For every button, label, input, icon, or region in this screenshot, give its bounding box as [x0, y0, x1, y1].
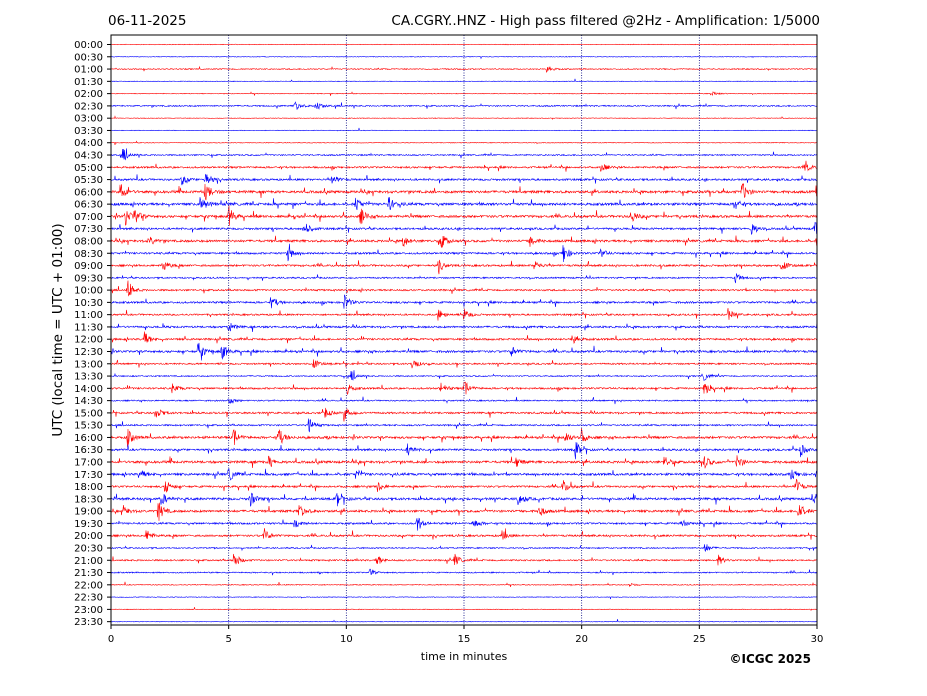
x-tick-label: 5: [225, 634, 231, 645]
y-tick-label: 03:30: [74, 126, 103, 137]
y-tick-label: 18:00: [74, 482, 103, 493]
trace-17:00: [110, 455, 818, 469]
y-tick-label: 15:30: [74, 421, 103, 432]
y-tick-label: 22:00: [74, 580, 103, 591]
y-tick-label: 03:00: [74, 114, 103, 125]
y-tick-label: 09:00: [74, 261, 103, 272]
y-tick-label: 10:30: [74, 298, 103, 309]
trace-01:30: [110, 78, 818, 83]
x-tick-label: 30: [811, 634, 824, 645]
trace-17:30: [110, 468, 818, 481]
y-tick-label: 18:30: [74, 494, 103, 505]
x-axis-label: time in minutes: [421, 650, 508, 663]
y-tick-label: 23:30: [74, 617, 103, 628]
trace-07:30: [110, 221, 818, 235]
trace-12:30: [110, 342, 818, 361]
y-tick-label: 13:00: [74, 359, 103, 370]
y-tick-label: 17:00: [74, 458, 103, 469]
trace-10:30: [110, 294, 818, 309]
trace-00:30: [110, 55, 818, 60]
y-tick-label: 04:00: [74, 138, 103, 149]
x-tick-label: 10: [340, 634, 353, 645]
trace-14:00: [110, 381, 818, 396]
y-tick-label: 13:30: [74, 372, 103, 383]
y-tick-label: 19:30: [74, 519, 103, 530]
y-tick-label: 10:00: [74, 286, 103, 297]
y-tick-label: 17:30: [74, 470, 103, 481]
y-tick-label: 11:00: [74, 310, 103, 321]
x-tick-label: 0: [108, 634, 114, 645]
y-tick-label: 01:00: [74, 65, 103, 76]
trace-23:00: [110, 607, 818, 612]
y-tick-label: 16:30: [74, 445, 103, 456]
y-tick-label: 02:30: [74, 101, 103, 112]
trace-15:00: [110, 407, 818, 422]
y-tick-label: 20:30: [74, 543, 103, 554]
trace-07:00: [110, 205, 818, 226]
y-tick-label: 16:00: [74, 433, 103, 444]
y-tick-label: 05:30: [74, 175, 103, 186]
y-tick-label: 04:30: [74, 151, 103, 162]
y-tick-label: 22:30: [74, 593, 103, 604]
y-tick-label: 14:00: [74, 384, 103, 395]
y-tick-label: 21:00: [74, 556, 103, 567]
trace-09:00: [110, 259, 818, 275]
trace-11:30: [110, 321, 818, 332]
trace-06:00: [110, 183, 818, 201]
y-tick-label: 20:00: [74, 531, 103, 542]
trace-22:00: [110, 581, 818, 588]
minute-gridlines: [228, 35, 700, 625]
y-tick-label: 08:30: [74, 249, 103, 260]
y-tick-label: 12:00: [74, 335, 103, 346]
trace-01:00: [110, 65, 818, 73]
trace-11:00: [110, 307, 818, 321]
y-tick-label: 11:30: [74, 322, 103, 333]
y-tick-label: 05:00: [74, 163, 103, 174]
y-tick-label: 07:30: [74, 224, 103, 235]
y-tick-label: 06:30: [74, 200, 103, 211]
trace-22:30: [110, 596, 818, 600]
y-tick-label: 21:30: [74, 568, 103, 579]
y-tick-label: 01:30: [74, 77, 103, 88]
trace-00:00: [110, 43, 818, 46]
x-tick-label: 20: [575, 634, 588, 645]
y-tick-label: 23:00: [74, 605, 103, 616]
x-tick-label: 25: [693, 634, 706, 645]
x-tick-label: 15: [458, 634, 471, 645]
y-tick-label: 08:00: [74, 236, 103, 247]
y-tick-label: 14:30: [74, 396, 103, 407]
y-tick-label: 12:30: [74, 347, 103, 358]
y-tick-label: 07:00: [74, 212, 103, 223]
y-tick-label: 06:00: [74, 187, 103, 198]
x-axis-ticks: 0 5 10 15 20 25 30: [108, 625, 824, 645]
y-tick-label: 19:00: [74, 507, 103, 518]
date-label: 06-11-2025: [108, 13, 186, 29]
y-tick-label: 00:30: [74, 52, 103, 63]
trace-13:00: [110, 359, 818, 369]
trace-02:00: [110, 91, 818, 97]
y-axis-label: UTC (local time = UTC + 01:00): [50, 223, 66, 436]
copyright-label: ©ICGC 2025: [729, 652, 811, 666]
trace-23:30: [110, 619, 818, 623]
chart-title: CA.CGRY..HNZ - High pass filtered @2Hz -…: [391, 13, 820, 29]
y-tick-label: 15:00: [74, 408, 103, 419]
y-tick-label: 02:00: [74, 89, 103, 100]
trace-05:00: [110, 160, 818, 172]
y-tick-label: 00:00: [74, 40, 103, 51]
y-tick-label: 09:30: [74, 273, 103, 284]
